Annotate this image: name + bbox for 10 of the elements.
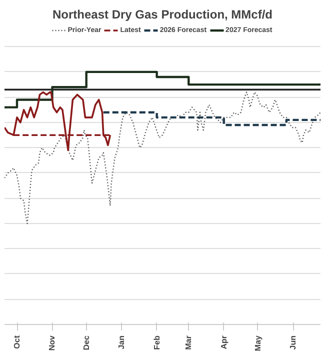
x-tick-label: Dec xyxy=(82,334,91,350)
x-tick-label: May xyxy=(253,334,262,352)
x-tick-label: Feb xyxy=(152,335,162,350)
chart-title: Northeast Dry Gas Production, MMcf/d xyxy=(52,8,273,22)
x-tick-label: Oct xyxy=(12,335,22,349)
x-tick-label: Mar xyxy=(184,335,194,350)
x-tick-label: Jun xyxy=(288,335,298,350)
x-tick-label: Apr xyxy=(219,335,228,350)
x-tick-label: Nov xyxy=(48,334,57,351)
x-tick-label: Jan xyxy=(117,335,126,350)
